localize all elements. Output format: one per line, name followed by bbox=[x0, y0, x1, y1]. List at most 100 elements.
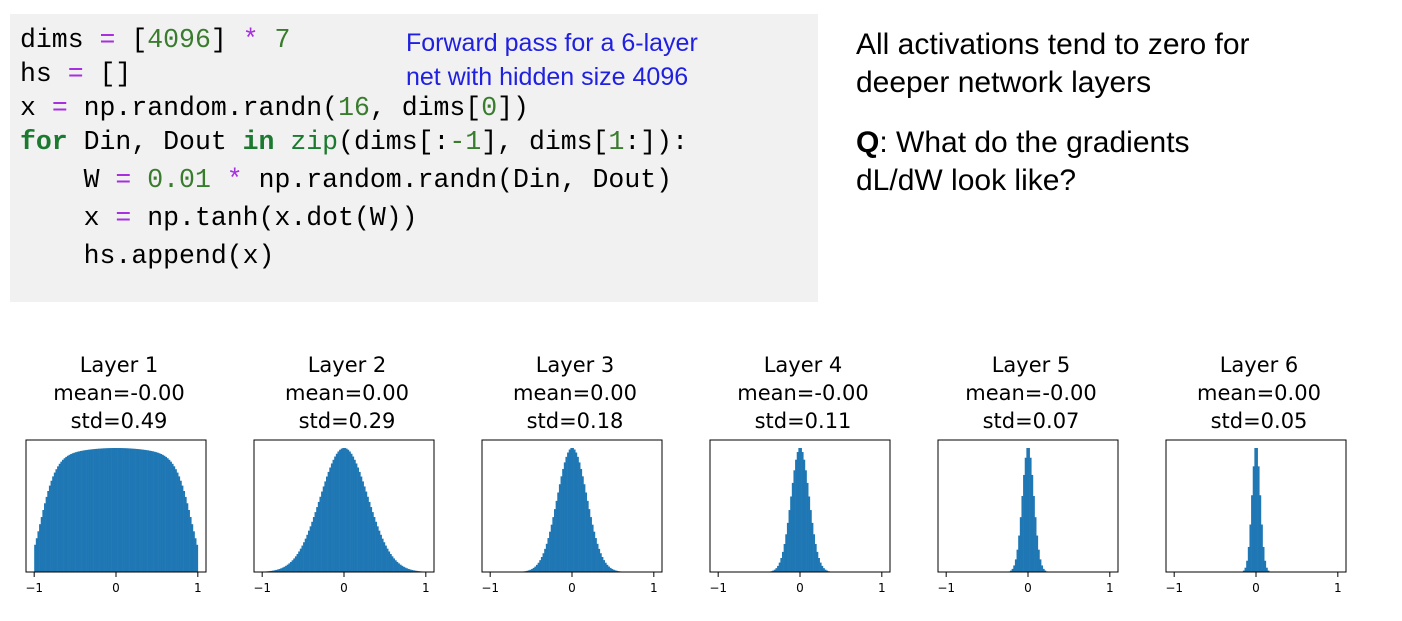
histogram-title: Layer 6 bbox=[1219, 353, 1299, 377]
histogram-bar bbox=[531, 568, 534, 572]
histogram-bar bbox=[606, 564, 609, 572]
histogram-bar bbox=[555, 500, 558, 572]
x-tick-label: 0 bbox=[1024, 581, 1032, 595]
histogram-bar bbox=[575, 452, 578, 572]
histogram-bar bbox=[795, 459, 798, 572]
histogram-bar bbox=[281, 567, 284, 572]
histogram-bar bbox=[147, 450, 150, 572]
histogram-bar bbox=[309, 526, 312, 572]
histogram-bar bbox=[86, 449, 89, 572]
histogram-bar bbox=[53, 472, 56, 572]
histogram-bar bbox=[558, 484, 561, 572]
histogram-bar bbox=[814, 543, 817, 572]
histogram-bar bbox=[52, 476, 55, 572]
histogram-bar bbox=[37, 531, 40, 572]
histogram-bar bbox=[384, 545, 387, 572]
histogram-bar bbox=[599, 553, 602, 572]
histogram-bar bbox=[616, 570, 619, 572]
histogram-bar bbox=[540, 556, 543, 572]
histogram-bar bbox=[542, 553, 545, 572]
histogram-std-label: std=0.49 bbox=[70, 409, 168, 433]
histogram-bar bbox=[782, 551, 784, 572]
histogram-bar bbox=[96, 448, 99, 572]
histogram-bar bbox=[1034, 517, 1037, 572]
histogram-bar bbox=[1032, 496, 1035, 572]
histogram-3: −1 0 1 bbox=[481, 439, 663, 595]
histogram-bar bbox=[45, 496, 48, 572]
histogram-bar bbox=[83, 450, 86, 572]
code-token: zip bbox=[290, 127, 339, 157]
histogram-bar bbox=[560, 476, 563, 572]
histogram-std-label: std=0.07 bbox=[982, 409, 1080, 433]
code-token: [ bbox=[115, 25, 148, 55]
code-line: hs = [] bbox=[20, 59, 131, 89]
histogram-bar bbox=[396, 561, 399, 572]
x-tick-label: 0 bbox=[340, 581, 348, 595]
histogram-bar bbox=[273, 570, 276, 572]
histogram-bar bbox=[813, 534, 816, 572]
histogram-bar bbox=[142, 449, 145, 572]
code-token: 0.01 bbox=[147, 165, 211, 195]
code-annotation: Forward pass for a 6-layer net with hidd… bbox=[406, 26, 698, 94]
histogram-bar bbox=[107, 448, 110, 572]
code-token: = bbox=[51, 93, 68, 123]
histogram-bar bbox=[40, 517, 43, 572]
histogram-bar bbox=[104, 448, 107, 572]
histogram-bar bbox=[585, 492, 588, 572]
histogram-bar bbox=[306, 534, 309, 572]
histogram-bar bbox=[171, 463, 174, 572]
histogram-bar bbox=[296, 554, 299, 572]
histogram-bar bbox=[378, 530, 381, 572]
histogram-bar bbox=[285, 565, 288, 572]
histogram-bar bbox=[778, 562, 781, 572]
histogram-bar bbox=[572, 448, 574, 572]
question-line-1: Q: What do the gradients bbox=[856, 124, 1396, 162]
x-tick-label: 1 bbox=[194, 581, 202, 595]
histogram-bar bbox=[353, 459, 356, 572]
histogram-bar bbox=[609, 567, 612, 572]
code-line: x = np.random.randn(16, dims[0]) bbox=[20, 93, 529, 123]
annotation-line-1: Forward pass for a 6-layer bbox=[406, 29, 698, 57]
histogram-bar bbox=[1029, 457, 1032, 572]
histogram-bar bbox=[1249, 524, 1252, 572]
histogram-bar bbox=[536, 564, 538, 572]
histogram-bar bbox=[773, 569, 776, 572]
histogram-bar bbox=[526, 570, 529, 572]
histogram-bar bbox=[547, 538, 550, 572]
histogram-bar bbox=[591, 524, 594, 572]
histogram-bar bbox=[557, 492, 560, 572]
histogram-bar bbox=[317, 501, 320, 572]
histogram-bar bbox=[280, 568, 283, 572]
code-token: ] bbox=[210, 25, 243, 55]
histogram-bar bbox=[394, 560, 397, 572]
histogram-bar bbox=[576, 456, 579, 572]
code-line: hs.append(x) bbox=[20, 241, 275, 271]
histogram-bar bbox=[55, 469, 58, 572]
histogram-bar bbox=[1265, 567, 1268, 572]
histogram-bar bbox=[116, 448, 118, 572]
code-token bbox=[131, 165, 147, 195]
histogram-bar bbox=[562, 468, 565, 572]
histogram-bar bbox=[368, 501, 371, 572]
histogram-bar bbox=[350, 453, 353, 572]
histogram-bar bbox=[170, 461, 172, 572]
code-line: x = np.tanh(x.dot(W)) bbox=[20, 203, 418, 233]
code-token: 16 bbox=[338, 93, 370, 123]
histogram-bar bbox=[570, 448, 573, 572]
histogram-bar bbox=[1244, 567, 1247, 572]
histogram-bar bbox=[99, 448, 102, 572]
histogram-bar bbox=[181, 485, 184, 572]
histogram-bar bbox=[363, 486, 366, 572]
question-line-2: dL/dW look like? bbox=[856, 164, 1077, 197]
histogram-bar bbox=[66, 455, 69, 572]
histogram-bar bbox=[534, 566, 537, 572]
histogram-bar bbox=[135, 448, 138, 572]
histogram-bar bbox=[298, 551, 301, 572]
histogram-bar bbox=[580, 468, 583, 572]
histogram-bar bbox=[1264, 560, 1267, 572]
histogram-bar bbox=[785, 534, 788, 572]
histogram-bar bbox=[603, 560, 606, 572]
annotation-line-2: net with hidden size 4096 bbox=[406, 63, 689, 91]
histogram-bar bbox=[586, 500, 589, 572]
histogram-bar bbox=[790, 496, 793, 572]
